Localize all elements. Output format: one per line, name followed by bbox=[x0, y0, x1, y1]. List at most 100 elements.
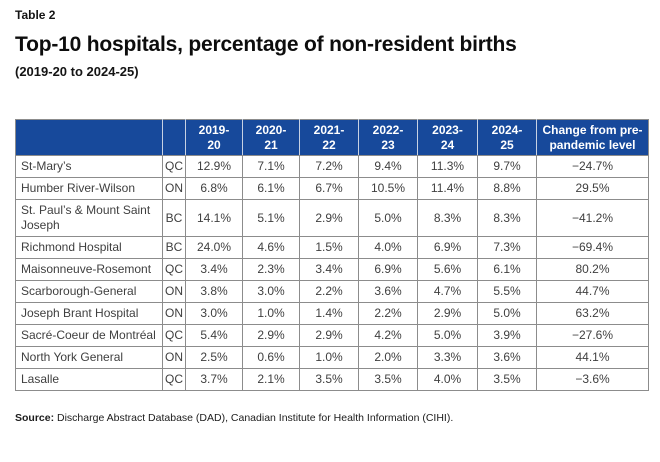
year-value-cell: 2.1% bbox=[242, 368, 300, 391]
province-cell: QC bbox=[162, 324, 186, 347]
source-note: Source: Discharge Abstract Database (DAD… bbox=[15, 412, 645, 425]
year-value-cell: 3.4% bbox=[299, 258, 359, 281]
year-value-cell: 6.8% bbox=[185, 177, 243, 200]
hospital-name-cell: Humber River-Wilson bbox=[15, 177, 163, 200]
table-row: Scarborough-General ON 3.8% 3.0% 2.2% 3.6% 4.7… bbox=[15, 280, 649, 303]
table-body: St-Mary’s QC 12.9% 7.1% 7.2% 9.4% 11.3% 9.7% −24… bbox=[15, 155, 649, 391]
table-row: Sacré-Coeur de Montréal QC 5.4% 2.9% 2.9% 4.2… bbox=[15, 324, 649, 347]
year-value-cell: 4.7% bbox=[417, 280, 478, 303]
year-value-cell: 5.0% bbox=[417, 324, 478, 347]
year-value-cell: 3.5% bbox=[477, 368, 537, 391]
table-row: St. Paul’s & Mount Saint Joseph BC 14.1% 5.… bbox=[15, 199, 649, 237]
col-header-change: Change from pre- pandemic level bbox=[536, 119, 649, 156]
hospital-name-cell: St-Mary’s bbox=[15, 155, 163, 178]
hospital-name-cell: St. Paul’s & Mount Saint Joseph bbox=[15, 199, 163, 237]
col-header-year: 2019- 20 bbox=[185, 119, 243, 156]
year-value-cell: 2.5% bbox=[185, 346, 243, 369]
hospital-name-cell: Lasalle bbox=[15, 368, 163, 391]
year-value-cell: 11.4% bbox=[417, 177, 478, 200]
year-value-cell: 3.7% bbox=[185, 368, 243, 391]
change-value-cell: 29.5% bbox=[536, 177, 649, 200]
col-header-year: 2022- 23 bbox=[358, 119, 418, 156]
year-value-cell: 7.3% bbox=[477, 236, 537, 259]
year-value-cell: 2.9% bbox=[417, 302, 478, 325]
hospital-name-cell: Joseph Brant Hospital bbox=[15, 302, 163, 325]
change-value-cell: 44.7% bbox=[536, 280, 649, 303]
hospital-name-cell: Sacré-Coeur de Montréal bbox=[15, 324, 163, 347]
year-value-cell: 2.9% bbox=[242, 324, 300, 347]
hospital-name-cell: Maisonneuve-Rosemont bbox=[15, 258, 163, 281]
table-row: Joseph Brant Hospital ON 3.0% 1.0% 1.4% 2.2% 2… bbox=[15, 302, 649, 325]
change-value-cell: −24.7% bbox=[536, 155, 649, 178]
year-value-cell: 3.3% bbox=[417, 346, 478, 369]
year-value-cell: 1.0% bbox=[299, 346, 359, 369]
change-value-cell: 63.2% bbox=[536, 302, 649, 325]
year-value-cell: 4.0% bbox=[417, 368, 478, 391]
year-value-cell: 3.5% bbox=[299, 368, 359, 391]
change-value-cell: 80.2% bbox=[536, 258, 649, 281]
figure-container: Table 2 Top-10 hospitals, percentage of … bbox=[15, 8, 649, 425]
table-row: Maisonneuve-Rosemont QC 3.4% 2.3% 3.4% 6.9% 5.… bbox=[15, 258, 649, 281]
col-header-year: 2021- 22 bbox=[299, 119, 359, 156]
table-head: 2019- 20 2020- 21 2021- 22 2022- 23 2023- 24… bbox=[15, 119, 649, 156]
year-value-cell: 12.9% bbox=[185, 155, 243, 178]
hospitals-table: 2019- 20 2020- 21 2021- 22 2022- 23 2023- 24… bbox=[15, 119, 649, 391]
year-value-cell: 8.3% bbox=[477, 199, 537, 237]
year-value-cell: 4.2% bbox=[358, 324, 418, 347]
year-value-cell: 11.3% bbox=[417, 155, 478, 178]
year-value-cell: 4.6% bbox=[242, 236, 300, 259]
year-value-cell: 6.1% bbox=[242, 177, 300, 200]
year-value-cell: 5.6% bbox=[417, 258, 478, 281]
year-value-cell: 1.4% bbox=[299, 302, 359, 325]
year-value-cell: 1.5% bbox=[299, 236, 359, 259]
year-value-cell: 6.9% bbox=[358, 258, 418, 281]
year-value-cell: 10.5% bbox=[358, 177, 418, 200]
hospital-name-cell: Richmond Hospital bbox=[15, 236, 163, 259]
province-cell: BC bbox=[162, 199, 186, 237]
year-value-cell: 7.1% bbox=[242, 155, 300, 178]
province-cell: ON bbox=[162, 346, 186, 369]
year-value-cell: 2.2% bbox=[358, 302, 418, 325]
table-row: Humber River-Wilson ON 6.8% 6.1% 6.7% 10.5% 11… bbox=[15, 177, 649, 200]
year-value-cell: 2.9% bbox=[299, 199, 359, 237]
year-value-cell: 0.6% bbox=[242, 346, 300, 369]
table-row: St-Mary’s QC 12.9% 7.1% 7.2% 9.4% 11.3% 9.7% −24… bbox=[15, 155, 649, 178]
change-value-cell: 44.1% bbox=[536, 346, 649, 369]
province-cell: BC bbox=[162, 236, 186, 259]
year-value-cell: 9.7% bbox=[477, 155, 537, 178]
year-value-cell: 24.0% bbox=[185, 236, 243, 259]
year-value-cell: 8.3% bbox=[417, 199, 478, 237]
page-title: Top-10 hospitals, percentage of non-resi… bbox=[15, 33, 517, 56]
province-cell: QC bbox=[162, 368, 186, 391]
province-cell: ON bbox=[162, 280, 186, 303]
year-value-cell: 3.6% bbox=[358, 280, 418, 303]
table-row: Lasalle QC 3.7% 2.1% 3.5% 3.5% 4.0% 3.5% −3.6% bbox=[15, 368, 649, 391]
col-header-province bbox=[162, 119, 186, 156]
year-value-cell: 1.0% bbox=[242, 302, 300, 325]
col-header-year: 2020- 21 bbox=[242, 119, 300, 156]
year-value-cell: 2.2% bbox=[299, 280, 359, 303]
year-value-cell: 3.8% bbox=[185, 280, 243, 303]
col-header-year: 2023- 24 bbox=[417, 119, 478, 156]
subtitle: (2019-20 to 2024-25) bbox=[15, 64, 139, 79]
header-row: 2019- 20 2020- 21 2021- 22 2022- 23 2023- 24… bbox=[15, 119, 649, 156]
province-cell: QC bbox=[162, 258, 186, 281]
table-row: Richmond Hospital BC 24.0% 4.6% 1.5% 4.0% 6.9%… bbox=[15, 236, 649, 259]
year-value-cell: 5.0% bbox=[477, 302, 537, 325]
year-value-cell: 5.1% bbox=[242, 199, 300, 237]
change-value-cell: −69.4% bbox=[536, 236, 649, 259]
year-value-cell: 8.8% bbox=[477, 177, 537, 200]
year-value-cell: 3.5% bbox=[358, 368, 418, 391]
year-value-cell: 3.0% bbox=[242, 280, 300, 303]
change-value-cell: −41.2% bbox=[536, 199, 649, 237]
province-cell: ON bbox=[162, 177, 186, 200]
col-header-year: 2024- 25 bbox=[477, 119, 537, 156]
year-value-cell: 6.1% bbox=[477, 258, 537, 281]
change-value-cell: −27.6% bbox=[536, 324, 649, 347]
year-value-cell: 3.4% bbox=[185, 258, 243, 281]
year-value-cell: 2.9% bbox=[299, 324, 359, 347]
change-value-cell: −3.6% bbox=[536, 368, 649, 391]
source-text: Discharge Abstract Database (DAD), Canad… bbox=[57, 412, 454, 424]
table-row: North York General ON 2.5% 0.6% 1.0% 2.0% 3.3%… bbox=[15, 346, 649, 369]
province-cell: ON bbox=[162, 302, 186, 325]
